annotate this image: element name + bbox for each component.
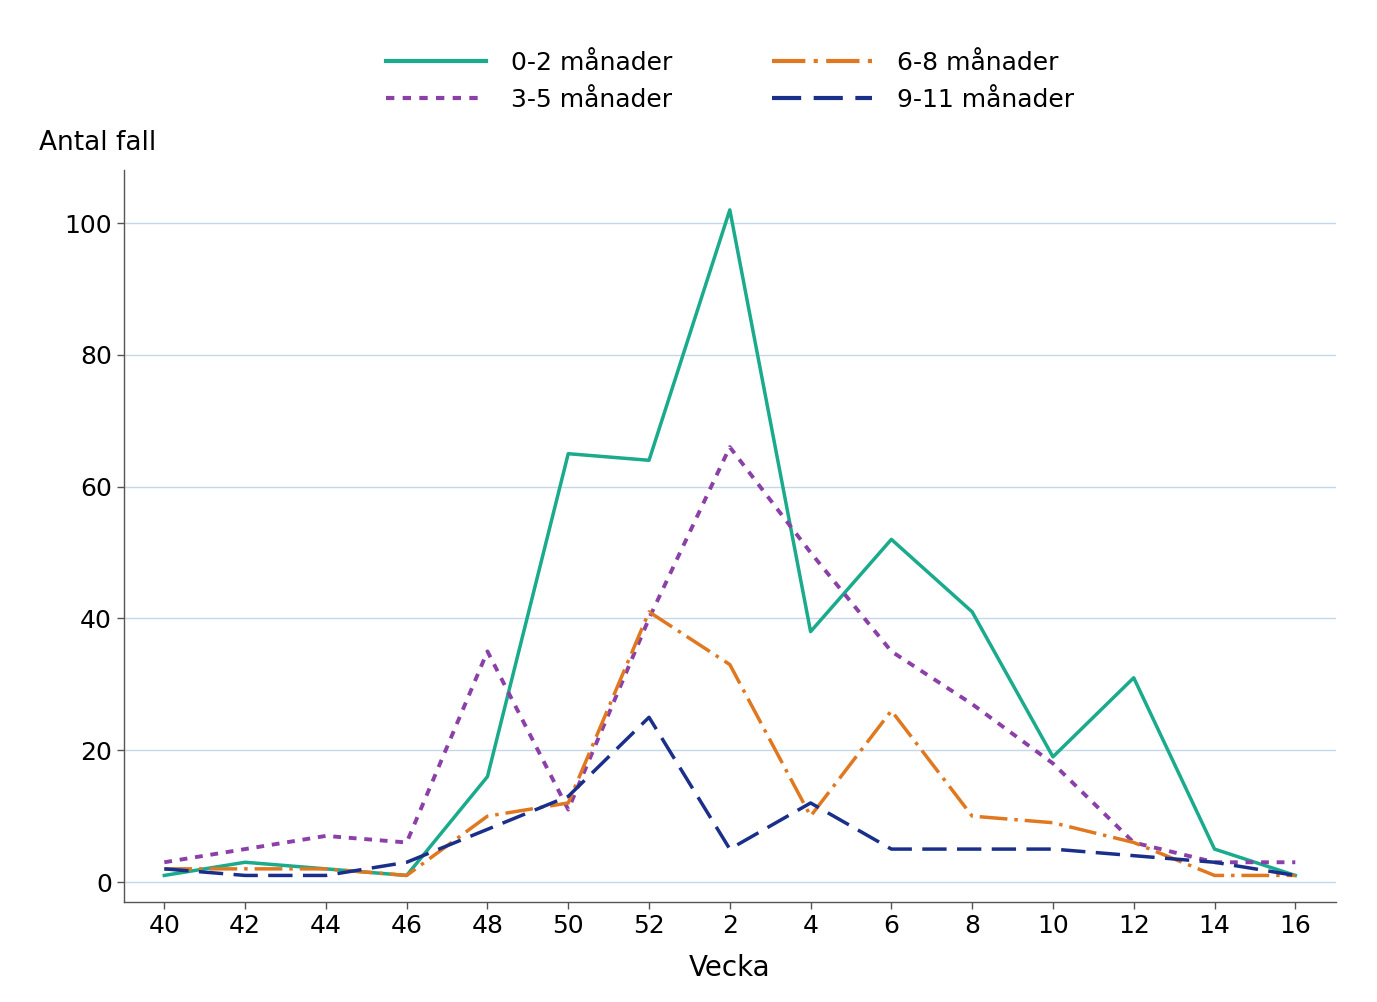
Legend: 0-2 månader, 3-5 månader, 6-8 månader, 9-11 månader: 0-2 månader, 3-5 månader, 6-8 månader, 9… (386, 51, 1074, 111)
Text: Antal fall: Antal fall (39, 129, 157, 155)
X-axis label: Vecka: Vecka (688, 954, 771, 982)
